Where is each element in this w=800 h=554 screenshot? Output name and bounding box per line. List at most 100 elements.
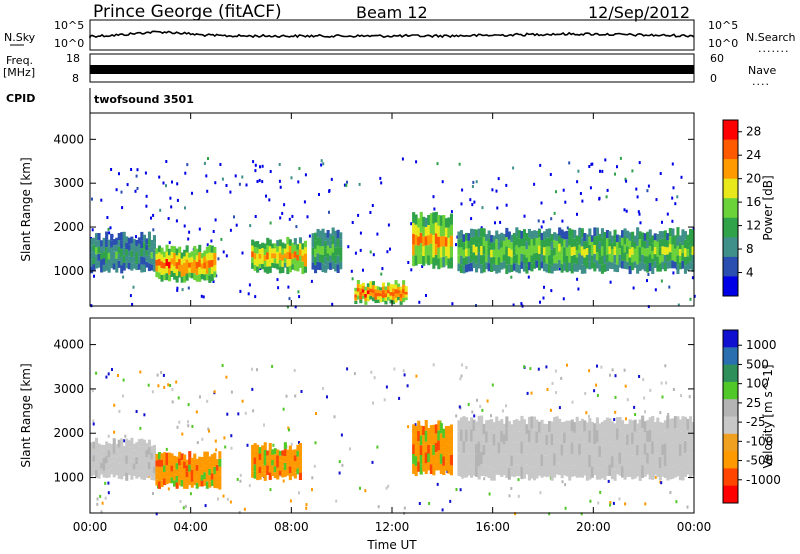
velocity-cell xyxy=(437,460,441,471)
power-cell xyxy=(673,261,677,269)
velocity-cell xyxy=(152,444,156,452)
velocity-cell xyxy=(258,460,262,467)
power-cell xyxy=(125,236,129,243)
power-cell xyxy=(427,245,431,256)
power-cell xyxy=(387,286,391,290)
power-cell xyxy=(281,266,285,273)
velocity-cell xyxy=(429,425,433,435)
velocity-scatter-cell xyxy=(414,423,417,427)
velocity-scatter-cell xyxy=(672,388,675,391)
velocity-cell xyxy=(470,417,474,430)
velocity-cell xyxy=(92,441,96,449)
velocity-cell xyxy=(195,476,199,483)
velocity-cell xyxy=(152,466,156,474)
power-scatter-cell xyxy=(328,210,330,214)
power-cell xyxy=(92,257,96,265)
velocity-cell xyxy=(188,451,192,458)
velocity-cell xyxy=(658,468,662,480)
colorbar-segment xyxy=(723,217,738,238)
power-scatter-cell xyxy=(543,285,545,289)
power-cell xyxy=(502,261,506,269)
velocity-cell xyxy=(621,443,625,455)
power-cell xyxy=(193,273,197,281)
power-cell xyxy=(397,286,401,291)
power-cell xyxy=(130,250,134,257)
velocity-cell xyxy=(427,436,431,445)
velocity-cell xyxy=(263,442,267,450)
power-scatter-cell xyxy=(362,268,364,272)
velocity-cell xyxy=(673,440,677,453)
velocity-cell xyxy=(213,459,217,467)
velocity-cell xyxy=(459,453,463,465)
power-cell xyxy=(200,263,204,269)
velocity-scatter-cell xyxy=(455,414,458,418)
power-cell xyxy=(520,253,524,262)
power-cell xyxy=(661,246,665,254)
power-cell xyxy=(356,291,360,296)
velocity-cell xyxy=(555,451,559,463)
velocity-scatter-cell xyxy=(385,486,388,490)
power-cell xyxy=(132,239,136,245)
power-cell xyxy=(658,247,662,256)
power-cell xyxy=(603,240,607,248)
power-scatter-cell xyxy=(247,292,250,296)
power-cell xyxy=(618,254,622,262)
velocity-cell xyxy=(527,467,531,481)
velocity-cell xyxy=(110,444,114,451)
velocity-cell xyxy=(427,453,431,462)
power-cell xyxy=(371,297,375,302)
power-cell xyxy=(535,238,539,246)
velocity-cell xyxy=(681,429,685,442)
velocity-cell xyxy=(636,455,640,466)
velocity-cell xyxy=(152,452,156,460)
power-scatter-cell xyxy=(106,216,109,219)
velocity-scatter-cell xyxy=(171,388,174,392)
power-cell xyxy=(268,252,272,260)
power-cell xyxy=(585,234,589,242)
velocity-cell xyxy=(553,429,557,442)
power-cell xyxy=(140,248,144,257)
velocity-cell xyxy=(439,433,443,444)
power-cell xyxy=(376,299,380,303)
velocity-cell xyxy=(568,420,572,433)
velocity-cell xyxy=(251,471,255,478)
power-cell xyxy=(263,266,267,273)
power-scatter-cell xyxy=(234,174,237,178)
power-cell xyxy=(384,297,388,301)
velocity-cell xyxy=(558,441,562,453)
power-scatter-cell xyxy=(410,268,413,272)
velocity-cell xyxy=(178,451,182,459)
power-cell xyxy=(183,276,187,283)
power-cell xyxy=(497,234,501,242)
power-scatter-cell xyxy=(666,212,669,216)
power-cell xyxy=(298,249,302,256)
velocity-scatter-cell xyxy=(206,399,209,403)
velocity-cell xyxy=(261,464,265,471)
velocity-scatter-cell xyxy=(221,364,224,367)
velocity-cell xyxy=(447,464,451,474)
velocity-cell xyxy=(502,434,506,445)
power-cell xyxy=(605,246,609,255)
velocity-scatter-cell xyxy=(313,464,316,468)
power-cell xyxy=(301,261,305,268)
power-scatter-cell xyxy=(261,164,264,168)
power-cell xyxy=(618,241,622,249)
power-cell xyxy=(145,261,149,268)
velocity-cell xyxy=(142,463,146,472)
power-cell xyxy=(402,297,406,303)
velocity-cell xyxy=(663,454,667,467)
power-cell xyxy=(558,259,562,268)
velocity-cell xyxy=(477,466,481,480)
velocity-scatter-cell xyxy=(305,503,308,507)
power-scatter-cell xyxy=(623,208,626,212)
power-image xyxy=(90,156,696,309)
velocity-scatter-cell xyxy=(458,405,461,409)
velocity-scatter-cell xyxy=(644,502,647,506)
power-cell xyxy=(543,231,547,240)
power-cell xyxy=(626,230,630,239)
velocity-cell xyxy=(155,453,159,461)
power-cell xyxy=(205,253,209,261)
velocity-cell xyxy=(643,432,647,444)
power-scatter-cell xyxy=(380,181,383,185)
power-cell xyxy=(301,267,305,275)
